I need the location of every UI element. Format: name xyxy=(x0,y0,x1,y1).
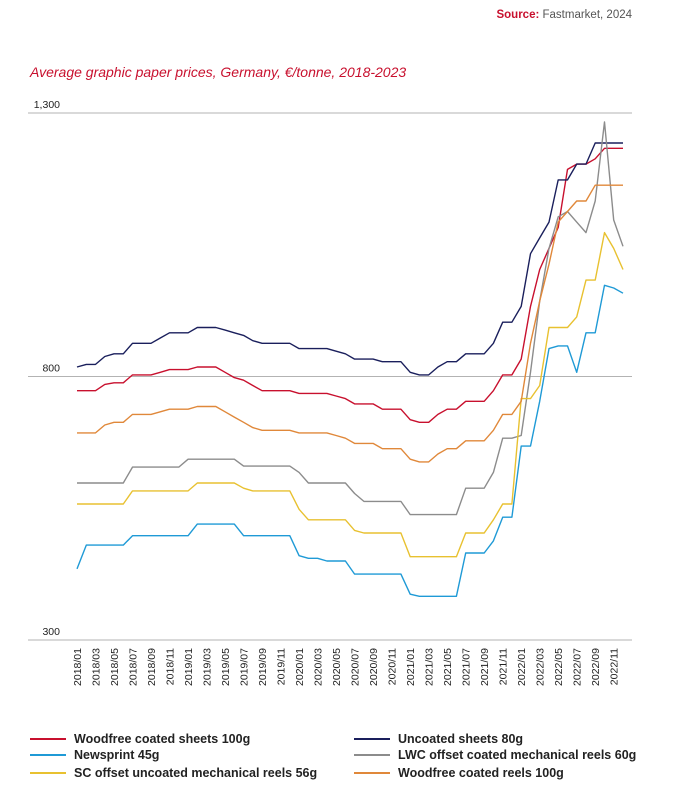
x-tick-label: 2022/03 xyxy=(535,648,547,686)
series-line xyxy=(77,184,623,463)
x-tick-label: 2020/05 xyxy=(331,648,343,686)
legend-label: Newsprint 45g xyxy=(74,748,160,762)
x-tick-label: 2022/07 xyxy=(572,648,584,686)
x-tick-label: 2021/09 xyxy=(479,648,491,686)
chart-title: Average graphic paper prices, Germany, €… xyxy=(30,64,407,80)
legend-item: LWC offset coated mechanical reels 60g xyxy=(354,748,636,762)
x-tick-label: 2018/01 xyxy=(72,648,84,686)
x-tick-label: 2021/05 xyxy=(442,648,454,686)
y-tick-label: 1,300 xyxy=(34,99,60,111)
source-note: Source: Fastmarket, 2024 xyxy=(496,9,632,21)
x-tick-label: 2019/11 xyxy=(276,648,288,685)
x-tick-label: 2018/09 xyxy=(146,648,158,686)
y-tick-label: 800 xyxy=(42,363,60,375)
x-tick-label: 2020/09 xyxy=(368,648,380,686)
x-tick-label: 2021/01 xyxy=(405,648,417,686)
legend-item: Uncoated sheets 80g xyxy=(354,732,523,746)
series-line xyxy=(77,121,624,516)
legend-swatch xyxy=(30,772,66,774)
x-tick-label: 2019/03 xyxy=(202,648,214,686)
x-tick-label: 2021/03 xyxy=(424,648,436,686)
x-tick-label: 2020/07 xyxy=(350,648,362,686)
source-text: Fastmarket, 2024 xyxy=(542,9,632,21)
legend-item: Woodfree coated reels 100g xyxy=(354,766,564,780)
x-tick-label: 2019/09 xyxy=(257,648,269,686)
series-line xyxy=(76,284,624,597)
line-chart: 1,300 800 300 2018/01 2018/03 2018/05 2018/07 2… xyxy=(28,99,632,686)
x-tick-label: 2018/03 xyxy=(91,648,103,686)
y-tick-label: 300 xyxy=(42,626,60,638)
legend-label: Woodfree coated reels 100g xyxy=(398,766,564,780)
legend-label: Woodfree coated sheets 100g xyxy=(74,732,251,746)
legend-item: Newsprint 45g xyxy=(30,748,159,762)
x-tick-label: 2021/07 xyxy=(461,648,473,686)
x-tick-label: 2021/11 xyxy=(498,648,510,685)
source-label: Source: xyxy=(496,9,540,21)
legend-swatch xyxy=(354,738,390,740)
x-tick-label: 2022/11 xyxy=(609,648,621,685)
x-tick-label: 2019/01 xyxy=(183,648,195,686)
x-tick-label: 2022/09 xyxy=(590,648,602,686)
x-tick-label: 2019/07 xyxy=(239,648,251,686)
legend-item: Woodfree coated sheets 100g xyxy=(30,732,250,746)
legend-swatch xyxy=(30,738,66,740)
legend-label: SC offset uncoated mechanical reels 56g xyxy=(74,766,318,780)
legend-label: Uncoated sheets 80g xyxy=(398,732,524,746)
legend-item: SC offset uncoated mechanical reels 56g xyxy=(30,766,317,780)
x-tick-label: 2018/05 xyxy=(109,648,121,686)
x-tick-label: 2019/05 xyxy=(220,648,232,686)
x-tick-label: 2020/03 xyxy=(313,648,325,686)
x-tick-label: 2020/01 xyxy=(294,648,306,686)
x-tick-label: 2020/11 xyxy=(387,648,399,685)
legend-swatch xyxy=(354,772,390,774)
x-tick-label: 2018/11 xyxy=(165,648,177,685)
legend-swatch xyxy=(30,754,66,756)
legend-label: LWC offset coated mechanical reels 60g xyxy=(398,748,637,762)
legend-swatch xyxy=(354,754,390,756)
series-line xyxy=(77,231,624,558)
series-line xyxy=(77,147,623,423)
series-line xyxy=(76,142,623,376)
x-tick-label: 2018/07 xyxy=(128,648,140,686)
x-tick-label: 2022/01 xyxy=(516,648,528,686)
x-tick-label: 2022/05 xyxy=(553,648,565,686)
